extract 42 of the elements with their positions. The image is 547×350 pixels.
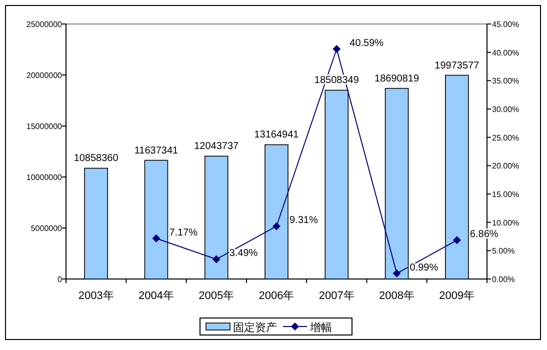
x-tick-label: 2008年: [379, 290, 415, 302]
y2-tick-label: 40.00%: [492, 48, 520, 58]
y2-tick-label: 45.00%: [492, 20, 520, 29]
y-tick-label: 15000000: [26, 122, 63, 131]
y2-tick-label: 30.00%: [492, 105, 520, 114]
x-tick-label: 2003年: [78, 290, 114, 302]
y2-tick-label: 15.00%: [492, 190, 520, 199]
data-label: 11637341: [134, 145, 179, 156]
x-tick-label: 2005年: [198, 290, 234, 302]
x-tick-label: 2007年: [318, 290, 354, 302]
y2-tick-label: 5.00%: [492, 246, 515, 256]
legend-label: 增幅: [309, 322, 332, 334]
y2-tick-label: 20.00%: [492, 162, 520, 171]
point: [152, 234, 160, 242]
point: [212, 255, 220, 264]
y-tick-label: 20000000: [26, 71, 63, 80]
x-tick-label: 2009年: [439, 290, 475, 302]
data-label: 40.59%: [350, 38, 384, 49]
point: [272, 222, 280, 230]
y2-tick-label: 25.00%: [492, 133, 520, 142]
point: [392, 269, 401, 278]
data-label: 19973577: [434, 60, 480, 72]
data-label: 7.17%: [169, 227, 198, 238]
data-label: 18690819: [374, 73, 420, 84]
point: [452, 236, 461, 244]
legend-label: 固定资产: [233, 321, 277, 334]
data-label: 0.99%: [410, 262, 438, 274]
data-label: 3.49%: [229, 248, 258, 260]
data-label: 10858360: [74, 153, 119, 164]
data-label: 9.31%: [290, 215, 318, 226]
y2-tick-label: 0.00%: [492, 275, 515, 284]
y-tick-label: 25000000: [26, 20, 63, 29]
y2-tick-label: 35.00%: [492, 76, 520, 86]
data-label: 13164941: [254, 130, 300, 141]
x-tick-label: 2004年: [138, 290, 174, 302]
point: [332, 44, 341, 53]
y-tick-label: 5000000: [30, 224, 63, 233]
y-tick-label: 10000000: [26, 173, 63, 182]
data-label: 12043737: [194, 141, 240, 152]
y-tick-label: 0: [58, 275, 63, 284]
x-tick-label: 2006年: [258, 290, 294, 302]
y2-tick-label: 10.00%: [492, 218, 520, 228]
